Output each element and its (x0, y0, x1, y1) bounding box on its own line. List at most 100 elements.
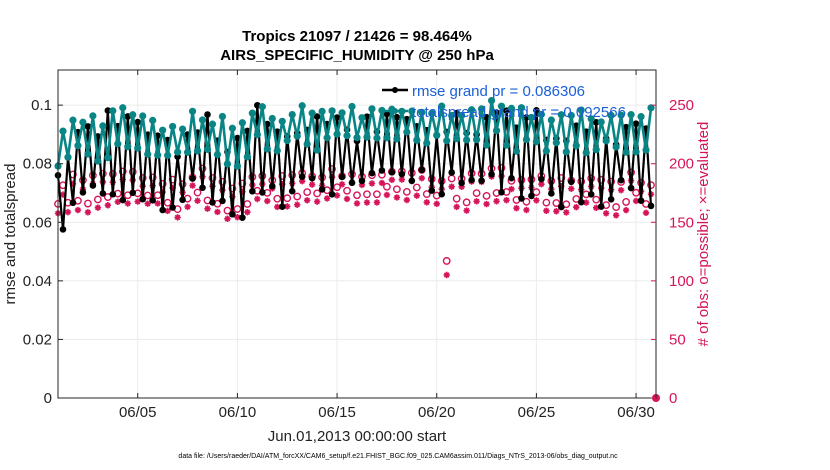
obs-evaluated-marker (393, 194, 401, 201)
rmse-point (523, 114, 530, 121)
obs-possible-marker (607, 177, 616, 186)
obs-possible-marker (158, 180, 167, 188)
obs-evaluated-marker (328, 173, 336, 181)
obs-possible-marker (552, 199, 561, 207)
spread-point (547, 116, 555, 124)
legend-spread-marker (392, 108, 398, 114)
rmse-point (109, 190, 117, 198)
rmse-point (393, 113, 401, 121)
spread-point (64, 153, 72, 161)
rmse-point (647, 202, 655, 210)
obs-evaluated-marker (473, 198, 480, 205)
spread-point (557, 111, 565, 119)
spread-point (423, 139, 431, 147)
rmse-point (448, 169, 455, 176)
spread-point (89, 112, 97, 120)
spread-point (512, 147, 521, 155)
obs-possible-marker (647, 181, 655, 190)
spread-point (178, 125, 187, 133)
obs-possible-marker (163, 198, 172, 207)
obs-evaluated-marker (84, 209, 92, 216)
obs-possible-marker (273, 194, 282, 203)
spread-point (393, 135, 401, 143)
spread-point (468, 106, 476, 114)
spread-point (502, 141, 511, 149)
rmse-point (587, 191, 595, 198)
obs-evaluated-marker (338, 181, 346, 188)
rmse-point (597, 203, 605, 210)
obs-evaluated-marker (64, 208, 72, 216)
spread-point (627, 111, 635, 119)
obs-possible-marker (402, 188, 411, 196)
obs-evaluated-marker (602, 210, 610, 217)
obs-possible-marker (148, 173, 157, 182)
spread-point (159, 126, 167, 134)
spread-point (213, 150, 222, 159)
rmse-point (488, 170, 495, 178)
spread-point (104, 154, 112, 162)
obs-evaluated-marker (543, 207, 550, 214)
spread-point (617, 111, 625, 119)
spread-point (607, 111, 615, 120)
obs-possible-marker (472, 189, 481, 198)
rmse-point (268, 182, 276, 190)
rmse-point (338, 173, 346, 181)
spread-point (59, 127, 67, 135)
rmse-point (149, 197, 156, 204)
series-lines (54, 96, 655, 233)
obs-evaluated-marker (413, 192, 420, 199)
spread-point (567, 111, 575, 120)
obs-possible-marker (84, 199, 92, 208)
spread-point (353, 134, 361, 142)
obs-evaluated-marker (159, 188, 166, 196)
obs-evaluated-marker (403, 196, 411, 204)
spread-point (622, 148, 630, 156)
spread-point (343, 132, 351, 140)
spread-point (443, 137, 451, 145)
rmse-point (378, 167, 386, 174)
obs-evaluated-marker (239, 188, 246, 195)
rmse-point (298, 173, 306, 180)
y-right-tick-label: 250 (669, 97, 694, 114)
obs-evaluated-marker (503, 196, 510, 204)
rmse-point (59, 226, 67, 233)
spread-point (193, 147, 202, 155)
obs-evaluated-marker (104, 202, 112, 209)
legend: rmse grand pr = 0.086306 totalspread gra… (382, 83, 626, 121)
x-tick-label: 06/25 (518, 404, 556, 421)
spread-point (228, 124, 237, 132)
spread-point (642, 146, 650, 154)
obs-possible-marker (422, 190, 431, 199)
obs-possible-marker (497, 163, 506, 172)
rmse-point (438, 190, 446, 198)
spread-point (383, 134, 391, 142)
obs-possible-marker (597, 175, 606, 184)
plot-frame (57, 69, 657, 399)
obs-evaluated-marker (333, 192, 341, 199)
rmse-point (533, 107, 540, 114)
spread-point (582, 148, 590, 157)
spread-point (647, 104, 655, 112)
x-tick-label: 06/30 (617, 404, 655, 421)
spread-point (318, 107, 326, 115)
spread-point (632, 148, 640, 156)
obs-evaluated-marker (423, 199, 430, 206)
spread-point (218, 112, 227, 121)
spread-point (114, 140, 122, 148)
rmse-point (69, 199, 77, 207)
spread-point (338, 109, 346, 117)
spread-point (308, 109, 316, 117)
x-tick-label: 06/20 (418, 404, 456, 421)
obs-evaluated-marker (433, 200, 440, 207)
spread-point (602, 137, 610, 145)
obs-possible-marker (612, 203, 621, 211)
spread-point (144, 150, 152, 158)
rmse-point (119, 196, 127, 204)
obs-possible-marker (303, 188, 312, 197)
spread-point (303, 140, 311, 148)
spread-point (592, 146, 600, 154)
spread-point (473, 136, 481, 144)
obs-possible-marker (128, 167, 137, 176)
obs-evaluated-marker (279, 180, 286, 188)
